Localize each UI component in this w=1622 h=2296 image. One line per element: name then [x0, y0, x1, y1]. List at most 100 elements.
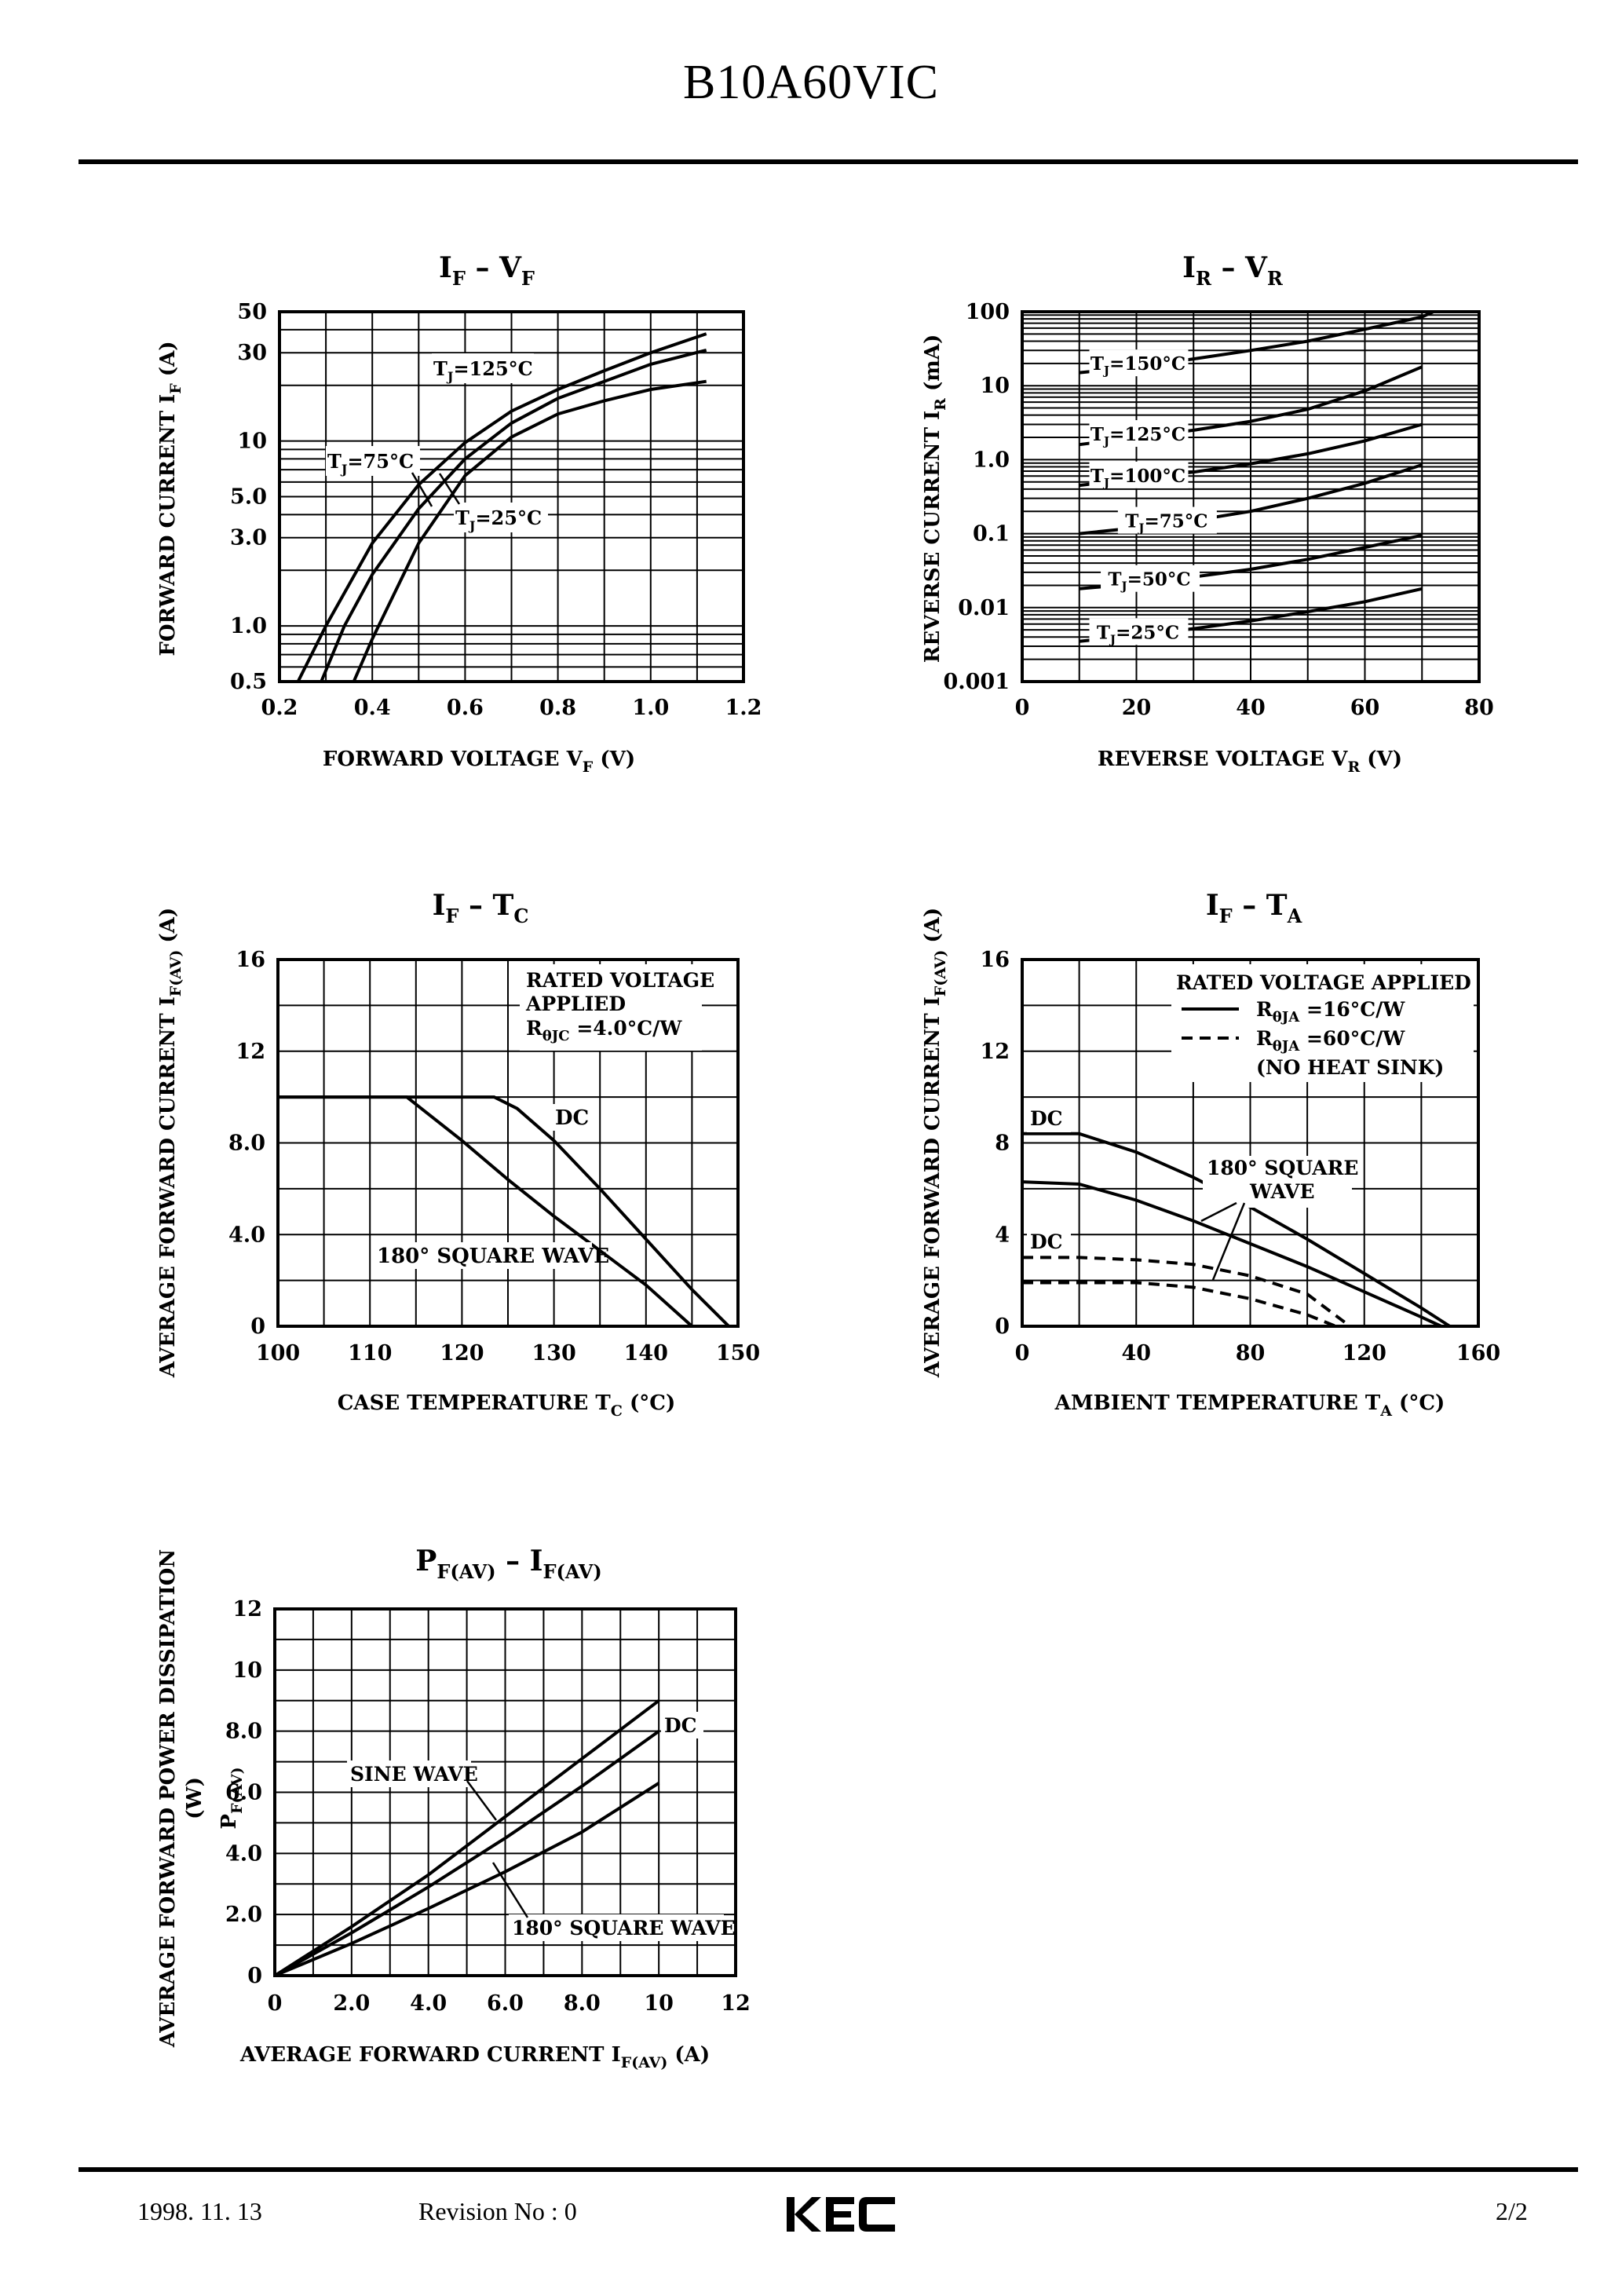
series-line: [274, 1730, 660, 1977]
y-tick-label: 16: [980, 948, 1010, 972]
x-axis-label: AVERAGE FORWARD CURRENT IF(AV) (A): [239, 2043, 710, 2071]
chart-title: PF(AV) – IF(AV): [415, 1545, 601, 1583]
y-axis-label: AVERAGE FORWARD CURRENT IF(AV) (A): [921, 908, 949, 1378]
footer-date: 1998. 11. 13: [137, 2197, 262, 2225]
y-axis-symbol: PF(AV): [217, 1767, 246, 1829]
plot-frame: [1021, 310, 1481, 683]
x-tick-label: 0.8: [539, 696, 576, 720]
y-tick-label: 4.0: [228, 1223, 265, 1247]
x-tick-label: 12: [721, 1991, 751, 2016]
annotation-applied: APPLIED: [525, 993, 626, 1015]
series-label: TJ=75°C: [1125, 511, 1207, 536]
series-label: TJ=100°C: [1090, 466, 1185, 490]
series-label: TJ=25°C: [1097, 622, 1179, 646]
x-tick-label: 10: [644, 1991, 674, 2016]
y-tick-label: 10: [237, 430, 267, 454]
x-tick-label: 150: [716, 1341, 760, 1366]
y-axis-label: AVERAGE FORWARD POWER DISSIPATION: [156, 1549, 180, 2048]
y-tick-label: 0: [995, 1314, 1010, 1339]
x-tick-label: 20: [1122, 696, 1152, 720]
series-line: [352, 379, 707, 682]
y-tick-label: 5.0: [230, 485, 267, 510]
x-tick-label: 60: [1350, 696, 1380, 720]
series-line: [1021, 1180, 1442, 1328]
x-tick-label: 120: [1343, 1341, 1386, 1366]
y-tick-label: 10: [232, 1658, 262, 1683]
x-axis-label: FORWARD VOLTAGE VF (V): [323, 748, 635, 776]
series-line: [274, 1782, 660, 1977]
y-tick-label: 12: [980, 1040, 1010, 1064]
series-label-dc: DC: [664, 1714, 697, 1737]
y-tick-label: 0.01: [958, 596, 1010, 620]
legend-title: RATED VOLTAGE APPLIED: [1176, 971, 1471, 994]
kec-logo: [787, 2197, 895, 2232]
series-label: TJ=125°C: [1090, 424, 1185, 448]
series-label-square: 180° SQUARE: [1207, 1157, 1358, 1179]
y-tick-label: 10: [980, 374, 1010, 398]
chart-if-vf: IF – VF 0.2 0.4 0.6 0.8 1.0 1.2 0.5 1.0 3.0 5.0 10…: [156, 251, 762, 776]
y-tick-label: 0: [250, 1314, 265, 1339]
y-tick-label: 1.0: [973, 448, 1010, 472]
x-tick-label: 2.0: [333, 1991, 370, 2016]
series-line: [296, 332, 707, 682]
plot-frame: [276, 958, 740, 1328]
series-line: [278, 1095, 730, 1328]
series-line: [278, 1095, 693, 1328]
plot-frame: [1021, 958, 1480, 1328]
y-tick-label: 3.0: [230, 526, 267, 550]
series-label-bg: [1089, 420, 1189, 448]
y-tick-label: 100: [966, 300, 1010, 324]
x-tick-label: 0: [268, 1991, 283, 2016]
chart-title: IR – VR: [1182, 251, 1284, 290]
series-label-wave: WAVE: [1249, 1180, 1315, 1203]
chart-pf-if: PF(AV) – IF(AV) 0 2.0 4.0 6.0 8.0 10 12 0 2.0 4.0…: [156, 1545, 751, 2071]
footer-rule: [79, 2167, 1578, 2172]
x-tick-label: 110: [348, 1341, 392, 1366]
plot-frame: [273, 1607, 737, 1977]
series-label-bg: [1089, 461, 1189, 488]
y-tick-label: 0: [247, 1964, 262, 1988]
legend-entry-note: (NO HEAT SINK): [1256, 1056, 1444, 1079]
x-tick-label: 130: [532, 1341, 575, 1366]
x-tick-label: 80: [1236, 1341, 1266, 1366]
y-tick-label: 0.5: [230, 670, 267, 694]
y-tick-label: 30: [237, 341, 267, 365]
chart-title: IF – TA: [1206, 889, 1302, 927]
plot-frame: [278, 310, 745, 683]
y-tick-label: 50: [237, 300, 267, 324]
x-tick-label: 6.0: [487, 1991, 524, 2016]
series-label-square: 180° SQUARE WAVE: [377, 1245, 609, 1268]
series-label: TJ=50°C: [1108, 569, 1190, 594]
header-rule: [79, 159, 1578, 164]
series-label-bg: [1117, 506, 1217, 534]
x-tick-label: 0.2: [261, 696, 298, 720]
series-line: [1022, 1256, 1351, 1328]
footer-revision: Revision No : 0: [418, 2197, 577, 2225]
series-label-75: TJ=75°C: [327, 450, 414, 477]
x-tick-label: 8.0: [564, 1991, 601, 2016]
y-tick-label: 8: [995, 1132, 1010, 1156]
x-tick-label: 40: [1236, 696, 1266, 720]
series-label-25: TJ=25°C: [455, 506, 542, 533]
series-label-dc: DC: [555, 1106, 589, 1130]
x-tick-label: 40: [1121, 1341, 1151, 1366]
annotation-rated-voltage: RATED VOLTAGE: [526, 969, 714, 992]
series-line: [1022, 1281, 1337, 1328]
x-tick-label: 0.6: [447, 696, 484, 720]
x-tick-label: 0: [1015, 696, 1030, 720]
y-tick-label: 1.0: [230, 614, 267, 638]
x-axis-label: CASE TEMPERATURE TC (°C): [338, 1391, 676, 1420]
y-tick-label: 4: [995, 1223, 1010, 1247]
chart-title: IF – VF: [439, 251, 535, 290]
x-tick-label: 120: [440, 1341, 484, 1366]
x-axis-label: AMBIENT TEMPERATURE TA (°C): [1054, 1391, 1445, 1420]
series-label-bg: [1101, 565, 1200, 592]
y-axis-label: FORWARD CURRENT IF (A): [156, 341, 184, 656]
y-tick-label: 12: [232, 1597, 262, 1621]
x-tick-label: 0: [1015, 1341, 1030, 1366]
series-label-bg: [1089, 349, 1189, 377]
y-tick-label: 0.1: [973, 522, 1010, 547]
series-label-square: 180° SQUARE WAVE: [512, 1917, 736, 1940]
y-axis-label: AVERAGE FORWARD CURRENT IF(AV) (A): [156, 908, 184, 1378]
